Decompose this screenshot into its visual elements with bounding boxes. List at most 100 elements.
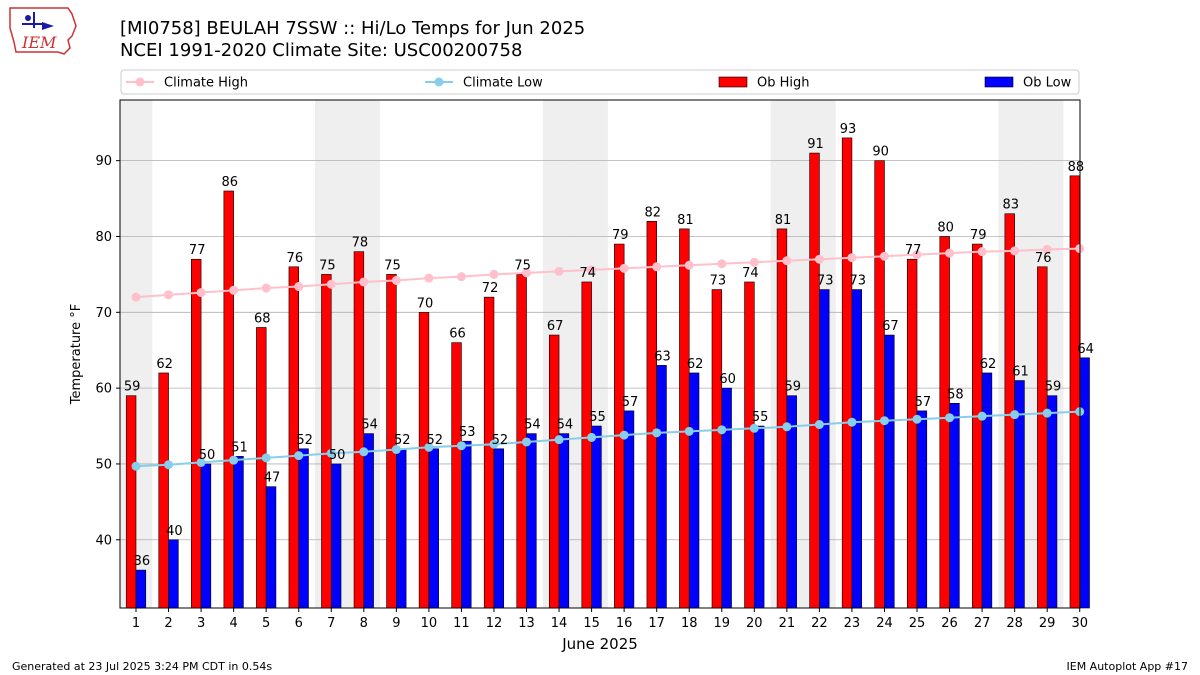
ob-low-bar bbox=[298, 448, 309, 609]
climate-low-point bbox=[912, 414, 922, 424]
iem-logo: IEM bbox=[6, 4, 80, 62]
ob-low-label: 55 bbox=[752, 410, 769, 425]
ob-high-bar bbox=[223, 190, 234, 609]
ytick-label-90: 90 bbox=[95, 154, 112, 169]
climate-high-point bbox=[945, 248, 955, 258]
ob-high-bar bbox=[841, 137, 853, 609]
ob-low-bar bbox=[721, 387, 732, 609]
ob-high-bar bbox=[646, 221, 657, 609]
climate-low-point bbox=[1010, 410, 1020, 420]
ob-low-bar bbox=[493, 448, 505, 609]
ob-high-label: 79 bbox=[970, 228, 987, 243]
ob-low-bar bbox=[819, 289, 830, 609]
logo-text: IEM bbox=[21, 33, 57, 52]
legend-climate-low-marker bbox=[434, 77, 444, 87]
ob-low-bar bbox=[200, 463, 212, 609]
ob-low-bar bbox=[428, 448, 439, 609]
ob-high-bar bbox=[125, 395, 137, 609]
xtick-label: 15 bbox=[583, 616, 600, 631]
xtick-label: 5 bbox=[262, 616, 270, 631]
footer-generated: Generated at 23 Jul 2025 3:24 PM CDT in … bbox=[12, 660, 273, 673]
ob-high-label: 75 bbox=[319, 258, 336, 273]
ob-low-bar bbox=[591, 425, 602, 609]
xtick-label: 23 bbox=[844, 616, 861, 631]
climate-lines bbox=[131, 244, 1085, 471]
ob-low-label: 67 bbox=[882, 319, 899, 334]
y-axis-label: Temperature °F bbox=[69, 304, 84, 405]
climate-high-point bbox=[294, 282, 304, 292]
ob-high-bar bbox=[158, 372, 169, 609]
ob-low-label: 36 bbox=[134, 554, 151, 569]
ob-high-label: 88 bbox=[1068, 160, 1085, 175]
climate-high-point bbox=[391, 275, 401, 285]
climate-low-point bbox=[456, 441, 466, 451]
ytick-label-70: 70 bbox=[95, 306, 112, 321]
ob-high-bar bbox=[191, 258, 202, 609]
xtick-label: 2 bbox=[164, 616, 172, 631]
chart-subtitle: NCEI 1991-2020 Climate Site: USC00200758 bbox=[120, 40, 523, 61]
xtick-label: 21 bbox=[779, 616, 796, 631]
climate-high-point bbox=[131, 292, 141, 302]
ob-high-label: 73 bbox=[710, 274, 727, 289]
ob-high-label: 76 bbox=[287, 251, 304, 266]
climate-low-point bbox=[1042, 408, 1052, 418]
ob-low-bar bbox=[754, 425, 765, 609]
xtick-label: 25 bbox=[909, 616, 926, 631]
ob-low-label: 51 bbox=[231, 440, 248, 455]
xtick-label: 1 bbox=[132, 616, 140, 631]
ob-high-bar bbox=[548, 334, 560, 609]
climate-high-point bbox=[359, 277, 369, 287]
ytick-label-60: 60 bbox=[95, 382, 112, 397]
climate-low-point bbox=[847, 417, 857, 427]
ob-high-label: 81 bbox=[775, 213, 792, 228]
ob-low-label: 73 bbox=[850, 274, 867, 289]
ob-high-bar bbox=[1037, 266, 1048, 609]
climate-low-point bbox=[945, 413, 955, 423]
ob-high-bar bbox=[906, 258, 918, 609]
ob-low-label: 52 bbox=[492, 433, 509, 448]
ob-high-label: 79 bbox=[612, 228, 629, 243]
ob-high-label: 81 bbox=[677, 213, 694, 228]
xtick-label: 30 bbox=[1071, 616, 1088, 631]
legend-climate-low-label: Climate Low bbox=[463, 76, 543, 91]
climate-high-point bbox=[1010, 246, 1020, 256]
legend: Climate High Climate Low Ob High Ob Low bbox=[120, 69, 1080, 95]
xtick-label: 29 bbox=[1039, 616, 1056, 631]
ob-high-label: 68 bbox=[254, 311, 271, 326]
ob-high-bar bbox=[711, 289, 723, 609]
x-axis-label: June 2025 bbox=[561, 635, 638, 653]
xtick-label: 12 bbox=[486, 616, 503, 631]
ob-high-label: 78 bbox=[352, 236, 369, 251]
climate-low-point bbox=[684, 426, 694, 436]
ob-low-bar bbox=[135, 569, 147, 609]
ob-low-bar bbox=[363, 433, 374, 609]
xtick-label: 22 bbox=[811, 616, 828, 631]
footer-app: IEM Autoplot App #17 bbox=[1066, 660, 1189, 673]
ob-low-label: 53 bbox=[459, 425, 476, 440]
ob-high-label: 75 bbox=[514, 258, 531, 273]
ob-low-bar bbox=[851, 289, 862, 609]
ob-low-label: 54 bbox=[361, 418, 378, 433]
ob-high-label: 75 bbox=[384, 258, 401, 273]
climate-high-point bbox=[261, 283, 271, 293]
climate-low-point bbox=[522, 437, 532, 447]
ob-low-bar bbox=[526, 433, 537, 609]
ob-high-label: 62 bbox=[156, 357, 173, 372]
climate-high-point bbox=[652, 262, 662, 272]
ob-low-bar bbox=[916, 410, 928, 609]
ob-low-bar bbox=[330, 463, 342, 609]
ob-low-label: 58 bbox=[947, 387, 964, 402]
climate-low-point bbox=[261, 453, 271, 463]
climate-high-point bbox=[977, 247, 987, 257]
climate-high-point bbox=[456, 272, 466, 282]
ob-low-bar bbox=[656, 365, 667, 609]
climate-high-point bbox=[164, 290, 174, 300]
climate-high-point bbox=[684, 260, 694, 270]
climate-high-point bbox=[522, 268, 532, 278]
climate-low-point bbox=[554, 435, 564, 445]
x-axis-ticks: 1 2 3 4 5 6 7 8 9 10 11 12 13 14 15 16 17 18 19 20 21 22 23 24 2… bbox=[132, 608, 1088, 631]
ob-low-label: 59 bbox=[1045, 380, 1062, 395]
climate-low-point bbox=[391, 445, 401, 455]
climate-low-point bbox=[359, 447, 369, 457]
